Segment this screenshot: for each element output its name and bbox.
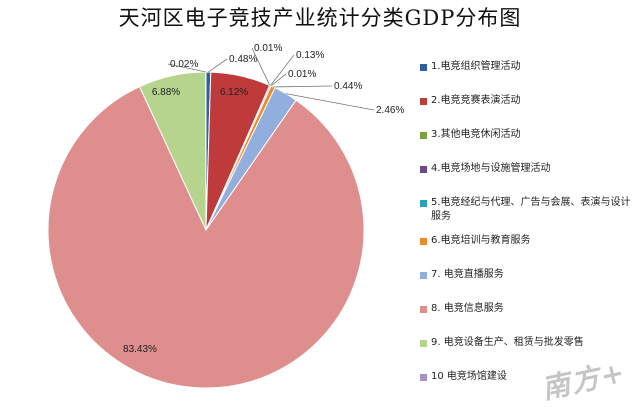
legend-swatch [420, 200, 427, 207]
legend-swatch [420, 238, 427, 245]
data-label-4: 0.13% [296, 50, 324, 61]
legend-label: 9. 电竞设备生产、租赁与批发零售 [431, 337, 584, 348]
pie-chart: 0.48% 6.12% 0.01% 0.13% 0.01% 0.44% 2.46% 83.43… [47, 43, 404, 389]
legend-item-5: 5.电竞经纪与代理、广告与会展、表演与设计服务 [420, 196, 635, 224]
chart-title: 天河区电子竞技产业统计分类GDP分布图 [118, 6, 522, 30]
leader-line-7 [285, 93, 375, 111]
data-label-9: 6.88% [152, 87, 180, 98]
legend-label: 1.电竞组织管理活动 [431, 61, 521, 72]
legend-label: 7. 电竞直播服务 [431, 269, 504, 280]
legend-item-6: 6.电竞培训与教育服务 [420, 234, 635, 248]
legend-swatch [420, 132, 427, 139]
legend-label: 6.电竞培训与教育服务 [431, 235, 531, 246]
data-label-7: 2.46% [376, 105, 404, 116]
leader-line-1 [208, 58, 228, 73]
legend-item-2: 2.电竞竞赛表演活动 [420, 94, 635, 108]
legend-swatch [420, 306, 427, 313]
legend-label: 2.电竞竞赛表演活动 [431, 95, 521, 106]
legend-item-8: 8. 电竞信息服务 [420, 302, 635, 316]
leader-line-4 [270, 54, 295, 86]
legend-label: 4.电竞场地与设施管理活动 [431, 163, 551, 174]
legend-label: 5.电竞经纪与代理、广告与会展、表演与设计服务 [431, 197, 631, 222]
data-label-10: 0.02% [170, 59, 198, 70]
pie-slice-8 [47, 85, 365, 389]
legend-swatch [420, 374, 427, 381]
legend-item-9: 9. 电竞设备生产、租赁与批发零售 [420, 336, 635, 350]
legend: 1.电竞组织管理活动 2.电竞竞赛表演活动 3.其他电竞休闲活动 4.电竞场地与设施管… [420, 60, 635, 384]
legend-label: 8. 电竞信息服务 [431, 303, 504, 314]
legend-swatch [420, 340, 427, 347]
legend-item-1: 1.电竞组织管理活动 [420, 60, 635, 74]
legend-swatch [420, 166, 427, 173]
legend-item-3: 3.其他电竞休闲活动 [420, 128, 635, 142]
data-label-6: 0.44% [334, 81, 362, 92]
leader-line-10 [167, 63, 206, 73]
legend-swatch [420, 64, 427, 71]
legend-swatch [420, 98, 427, 105]
legend-item-10: 10 电竞场馆建设 [420, 370, 635, 384]
legend-swatch [420, 272, 427, 279]
data-label-5: 0.01% [288, 69, 316, 80]
legend-item-7: 7. 电竞直播服务 [420, 268, 635, 282]
leader-line-3 [251, 47, 271, 86]
leader-line-6 [273, 85, 333, 88]
legend-label: 10 电竞场馆建设 [431, 371, 507, 382]
legend-label: 3.其他电竞休闲活动 [431, 129, 521, 140]
data-label-3: 0.01% [254, 43, 282, 54]
legend-item-4: 4.电竞场地与设施管理活动 [420, 162, 635, 176]
data-label-2: 6.12% [220, 87, 248, 98]
data-label-8: 83.43% [123, 344, 157, 355]
data-label-1: 0.48% [229, 54, 257, 65]
leader-line-5 [270, 73, 287, 87]
